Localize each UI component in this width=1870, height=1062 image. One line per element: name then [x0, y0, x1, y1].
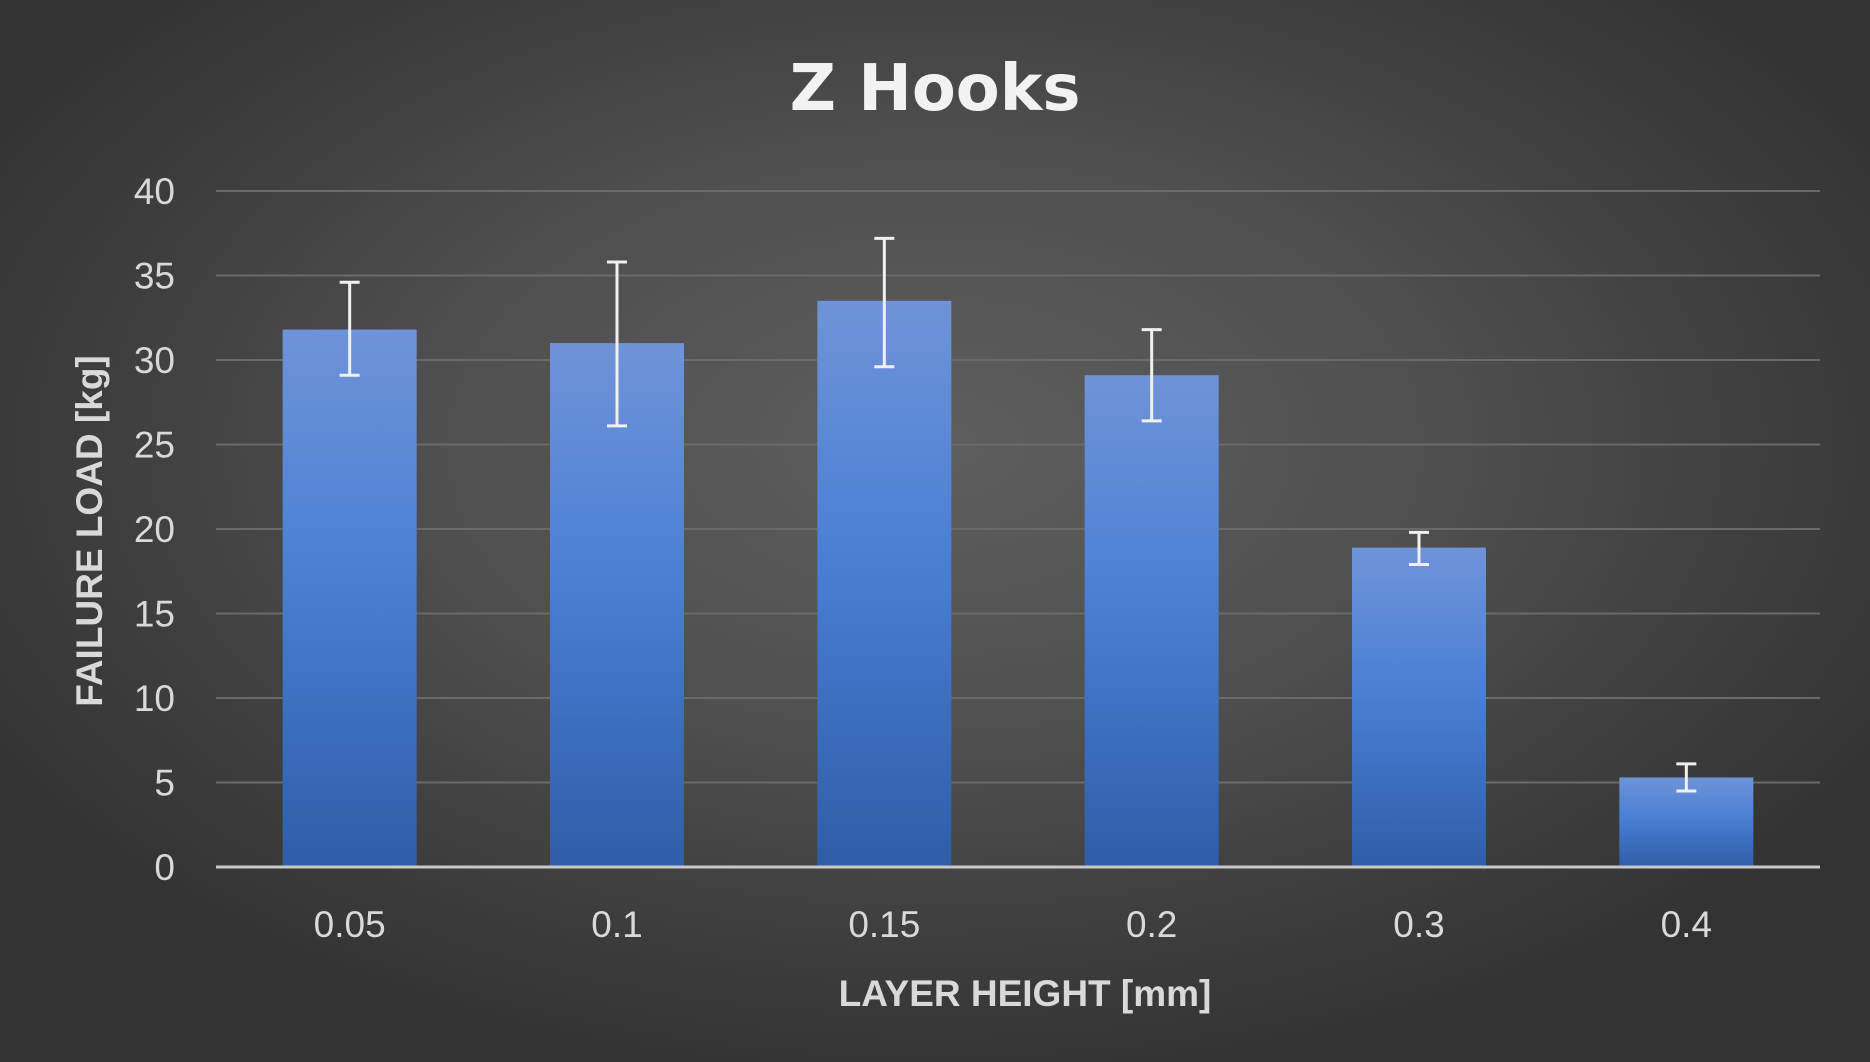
y-tick-labels: 0 5 10 15 20 25 30 35 40 [134, 171, 175, 888]
x-tick-label: 0.3 [1393, 904, 1444, 945]
y-tick-label: 15 [134, 594, 175, 635]
x-tick-label: 0.4 [1661, 904, 1712, 945]
bar-0.3 [1352, 547, 1486, 867]
y-tick-label: 20 [134, 509, 175, 550]
x-tick-label: 0.05 [314, 904, 386, 945]
error-bar-0.3 [1409, 530, 1429, 566]
y-tick-label: 10 [134, 678, 175, 719]
bar-0.2 [1084, 375, 1219, 867]
y-axis-title: FAILURE LOAD [kg] [69, 355, 110, 706]
bar-0.15 [817, 300, 952, 868]
bars [282, 300, 1754, 868]
gridlines [216, 190, 1820, 784]
error-bar-0.15 [874, 236, 895, 369]
error-bar-0.1 [607, 260, 627, 428]
error-bar-0.05 [339, 280, 360, 377]
error-bar-0.4 [1676, 762, 1697, 793]
x-tick-label: 0.15 [848, 904, 920, 945]
x-tick-label: 0.1 [591, 904, 642, 945]
y-tick-label: 35 [134, 256, 175, 297]
y-tick-label: 0 [154, 847, 175, 888]
bar-0.05 [282, 329, 417, 868]
bar-0.1 [550, 343, 684, 868]
x-axis-title: LAYER HEIGHT [mm] [839, 973, 1212, 1014]
y-tick-label: 30 [134, 340, 175, 381]
chart-title: Z Hooks [790, 52, 1081, 126]
error-bar-0.2 [1141, 328, 1162, 423]
x-tick-labels: 0.05 0.1 0.15 0.2 0.3 0.4 [314, 904, 1712, 945]
y-tick-label: 25 [134, 425, 175, 466]
y-tick-label: 5 [154, 763, 175, 804]
x-tick-label: 0.2 [1126, 904, 1177, 945]
y-tick-label: 40 [134, 171, 175, 212]
error-bars [339, 236, 1697, 793]
